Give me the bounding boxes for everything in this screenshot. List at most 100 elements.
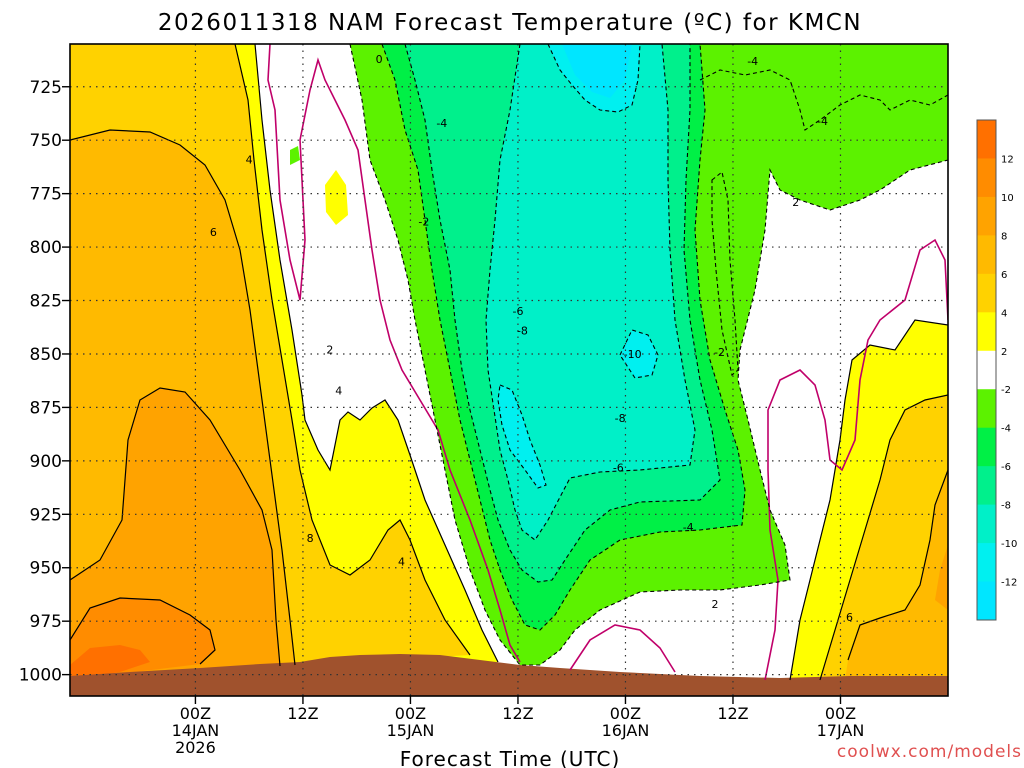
colorbar-bin xyxy=(977,543,996,583)
contour-dashed-minus4-upper-right xyxy=(699,69,948,131)
credit-text: coolwx.com/models xyxy=(837,742,1022,762)
colorbar-bin xyxy=(977,504,996,544)
fill-8-10-right xyxy=(935,545,948,610)
fill-minus2-patch-a xyxy=(290,146,300,165)
contour-label: 8 xyxy=(307,532,314,545)
y-tick-label: 825 xyxy=(30,292,62,312)
colorbar-label: 12 xyxy=(1001,154,1014,165)
colorbar-bin xyxy=(977,235,996,275)
contour-dashed-minus2 xyxy=(349,44,948,666)
fill-12-14-left xyxy=(70,645,150,680)
contour-label: 6 xyxy=(846,611,853,624)
contour-labels: 0 -4 -2 4 6 2 4 8 4 -6 -8 -10 -8 -6 -4 2 -2 -4 -4 2 6 xyxy=(210,53,853,624)
temperature-field xyxy=(70,44,948,696)
colorbar-frame xyxy=(976,119,997,621)
x-tick-label: 2026 xyxy=(175,738,216,757)
y-tick-label: 725 xyxy=(30,78,62,98)
colorbar-label: -12 xyxy=(1001,578,1017,589)
y-tick-label: 800 xyxy=(30,238,62,258)
y-tick-label: 925 xyxy=(30,505,62,525)
colorbar-bin xyxy=(977,389,996,429)
contour-label: -4 xyxy=(747,55,758,68)
colorbar-bin xyxy=(977,158,996,198)
contour-label: 0 xyxy=(376,53,383,66)
x-tick-label: 14JAN xyxy=(172,721,220,740)
contour-zero-line-3 xyxy=(764,238,948,681)
contour-label: -6 xyxy=(613,461,624,474)
contour-label: -6 xyxy=(512,305,523,318)
colorbar-bin xyxy=(977,581,996,621)
contour-label: -4 xyxy=(817,115,828,128)
colorbar-bin xyxy=(977,312,996,352)
colorbar-label: -8 xyxy=(1001,501,1011,512)
contour-dashed-minus4 xyxy=(381,44,746,631)
colorbar-bin xyxy=(977,196,996,236)
x-tick-label: 00Z xyxy=(825,704,856,723)
colorbar-label: 4 xyxy=(1001,308,1007,319)
y-tick-label: 850 xyxy=(30,345,62,365)
colorbar-label: 10 xyxy=(1001,193,1014,204)
contour-solid-2 xyxy=(254,44,499,663)
fill-minus10-minus12-b xyxy=(498,385,546,488)
fill-minus12-minus14 xyxy=(562,44,632,98)
fill-6-8-right xyxy=(845,470,948,680)
y-tick-label: 875 xyxy=(30,398,62,418)
contour-dashed-minus10 xyxy=(547,44,641,113)
contour-zero-line xyxy=(267,44,521,663)
contour-lines xyxy=(70,44,948,681)
y-tick-label: 750 xyxy=(30,131,62,151)
grid-lines xyxy=(70,44,948,696)
fill-2-4-patch xyxy=(325,170,348,225)
colorbar-label: 8 xyxy=(1001,231,1007,242)
colorbar-label: 6 xyxy=(1001,270,1007,281)
contour-solid-4-right xyxy=(819,394,948,681)
colorbar-bin xyxy=(977,466,996,506)
fill-minus2-patch-b xyxy=(400,236,410,260)
contour-dashed-minus10-b xyxy=(497,384,547,489)
x-tick-label: 12Z xyxy=(287,704,318,723)
contour-label: -8 xyxy=(517,324,528,337)
contour-dashed-minus10-c xyxy=(619,329,659,379)
contour-label: -4 xyxy=(436,117,447,130)
contour-label: -8 xyxy=(615,412,626,425)
x-tick-label: 00Z xyxy=(610,704,641,723)
contour-label: 2 xyxy=(712,598,719,611)
colorbar-bin xyxy=(977,120,996,159)
colorbar-label: 2 xyxy=(1001,347,1007,358)
colorbar-label: -10 xyxy=(1001,539,1017,550)
colorbar-label: -6 xyxy=(1001,462,1011,473)
x-tick-label: 12Z xyxy=(717,704,748,723)
colorbar-label: -2 xyxy=(1001,385,1011,396)
contour-solid-4 xyxy=(234,44,471,656)
y-tick-label: 950 xyxy=(30,559,62,579)
colorbar: 12 10 8 6 4 2 -2 -4 -6 -8 -10 -12 xyxy=(976,119,1017,621)
contour-dashed-minus8 xyxy=(485,44,696,541)
contour-solid-6-right xyxy=(847,469,948,661)
terrain xyxy=(70,654,948,696)
contour-dashed-minus6 xyxy=(404,44,721,583)
contour-solid-10 xyxy=(70,597,216,665)
y-tick-label: 975 xyxy=(30,612,62,632)
contour-label: 6 xyxy=(210,226,217,239)
contour-dashed-minus2-b xyxy=(711,171,739,377)
y-tick-label: 1000 xyxy=(19,666,62,686)
colorbar-bin xyxy=(977,427,996,467)
y-tick-label: 775 xyxy=(30,185,62,205)
contour-label: 4 xyxy=(398,555,405,568)
contour-label: 2 xyxy=(326,344,333,357)
fill-minus10-minus12-c xyxy=(620,330,658,378)
colorbar-bin xyxy=(977,273,996,313)
contour-label: -2 xyxy=(418,215,429,228)
x-tick-label: 12Z xyxy=(502,704,533,723)
plot-frame xyxy=(69,43,949,697)
contour-label: 4 xyxy=(335,384,342,397)
colorbar-label: -4 xyxy=(1001,424,1011,435)
x-tick-label: 17JAN xyxy=(817,721,865,740)
y-axis: 725 750 775 800 825 850 875 900 925 950 975 1000 xyxy=(19,78,70,686)
contour-label: -10 xyxy=(624,348,642,361)
x-tick-label: 16JAN xyxy=(602,721,650,740)
y-tick-label: 900 xyxy=(30,452,62,472)
colorbar-bin xyxy=(977,350,996,390)
x-tick-label: 00Z xyxy=(395,704,426,723)
